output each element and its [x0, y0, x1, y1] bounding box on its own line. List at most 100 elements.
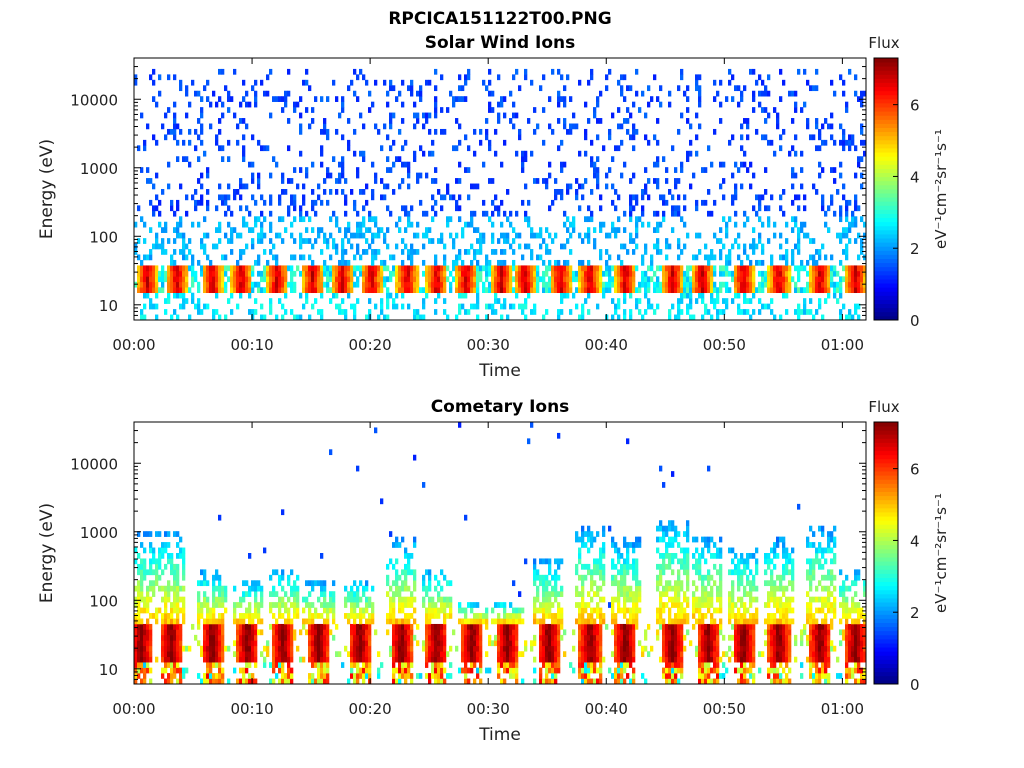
spectrogram-cell — [353, 205, 357, 212]
spectrogram-cell — [314, 96, 318, 102]
spectrogram-cell — [353, 662, 357, 668]
spectrogram-cell — [323, 607, 327, 614]
spectrogram-cell — [404, 651, 408, 658]
spectrogram-cell — [470, 216, 474, 223]
spectrogram-cell — [647, 276, 651, 283]
spectrogram-cell — [143, 607, 147, 614]
spectrogram-cell — [398, 645, 402, 652]
spectrogram-cell — [341, 662, 345, 668]
spectrogram-cell — [374, 221, 378, 228]
spectrogram-cell — [383, 238, 387, 244]
spectrogram-cell — [272, 591, 276, 597]
spectrogram-cell — [512, 629, 516, 636]
spectrogram-cell — [554, 178, 558, 184]
spectrogram-cell — [542, 629, 546, 636]
spectrogram-cell — [344, 270, 348, 277]
spectrogram-cell — [212, 585, 216, 592]
spectrogram-cell — [413, 112, 417, 119]
spectrogram-cell — [587, 276, 591, 283]
spectrogram-cell — [173, 238, 177, 244]
spectrogram-cell — [749, 161, 753, 168]
spectrogram-cell — [266, 90, 270, 97]
spectrogram-cell — [797, 314, 801, 321]
spectrogram-cell — [842, 303, 846, 310]
spectrogram-cell — [362, 232, 366, 239]
spectrogram-cell — [380, 145, 384, 152]
spectrogram-cell — [743, 265, 747, 272]
spectrogram-cell — [173, 309, 177, 315]
spectrogram-cell — [506, 651, 510, 658]
spectrogram-cell — [140, 569, 144, 576]
spectrogram-cell — [545, 623, 549, 630]
spectrogram-cell — [476, 640, 480, 647]
spectrogram-cell — [824, 276, 828, 283]
spectrogram-cell — [443, 602, 447, 608]
spectrogram-cell — [158, 210, 162, 217]
spectrogram-cell — [272, 265, 276, 272]
spectrogram-cell — [332, 79, 336, 86]
spectrogram-cell — [587, 216, 591, 223]
spectrogram-cell — [167, 276, 171, 283]
spectrogram-cell — [512, 623, 516, 630]
spectrogram-cell — [416, 623, 420, 630]
spectrogram-cell — [191, 281, 195, 288]
spectrogram-cell — [542, 107, 546, 113]
spectrogram-cell — [644, 249, 648, 255]
spectrogram-cell — [329, 596, 333, 603]
spectrogram-cell — [245, 662, 249, 668]
spectrogram-cell — [680, 112, 684, 119]
spectrogram-cell — [254, 259, 258, 266]
spectrogram-cell — [485, 276, 489, 283]
spectrogram-cell — [323, 265, 327, 272]
spectrogram-cell — [140, 667, 144, 674]
spectrogram-cell — [476, 249, 480, 255]
spectrogram-cell — [353, 673, 357, 679]
spectrogram-cell — [848, 145, 852, 152]
spectrogram-cell — [143, 145, 147, 152]
spectrogram-cell — [761, 303, 765, 310]
spectrogram-cell — [197, 602, 201, 608]
spectrogram-cell — [278, 629, 282, 636]
spectrogram-cell — [563, 292, 567, 299]
spectrogram-cell — [149, 74, 153, 81]
spectrogram-cell — [530, 645, 534, 652]
spectrogram-cell — [239, 618, 243, 625]
x-tick-label: 00:50 — [703, 336, 746, 354]
spectrogram-cell — [509, 243, 513, 250]
spectrogram-cell — [320, 651, 324, 658]
spectrogram-cell — [581, 640, 585, 647]
spectrogram-cell — [284, 640, 288, 647]
spectrogram-cell — [473, 678, 477, 685]
spectrogram-cell — [848, 238, 852, 244]
spectrogram-cell — [563, 85, 567, 92]
spectrogram-cell — [179, 292, 183, 299]
spectrogram-cell — [272, 276, 276, 283]
spectrogram-cell — [590, 287, 594, 294]
spectrogram-cell — [419, 145, 423, 152]
spectrogram-cell — [398, 287, 402, 294]
spectrogram-cell — [671, 276, 675, 283]
spectrogram-cell — [356, 265, 360, 272]
spectrogram-cell — [548, 172, 552, 179]
spectrogram-cell — [776, 112, 780, 119]
spectrogram-cell — [299, 123, 303, 130]
spectrogram-cell — [326, 199, 330, 206]
spectrogram-cell — [521, 678, 525, 685]
spectrogram-cell — [455, 276, 459, 283]
spectrogram-cell — [245, 591, 249, 597]
spectrogram-cell — [515, 640, 519, 647]
spectrogram-cell — [515, 629, 519, 636]
spectrogram-cell — [434, 287, 438, 294]
spectrogram-cell — [839, 74, 843, 81]
spectrogram-cell — [500, 602, 504, 608]
spectrogram-cell — [260, 602, 264, 608]
spectrogram-cell — [497, 287, 501, 294]
spectrogram-cell — [329, 591, 333, 597]
spectrogram-cell — [179, 303, 183, 310]
spectrogram-cell — [299, 314, 303, 321]
spectrogram-cell — [431, 634, 435, 641]
spectrogram-cell — [563, 210, 567, 217]
spectrogram-cell — [428, 574, 432, 581]
spectrogram-cell — [179, 629, 183, 636]
spectrogram-cell — [764, 270, 768, 277]
